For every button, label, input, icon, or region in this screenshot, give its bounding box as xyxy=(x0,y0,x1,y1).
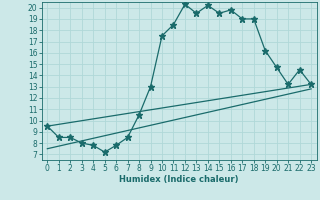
X-axis label: Humidex (Indice chaleur): Humidex (Indice chaleur) xyxy=(119,175,239,184)
